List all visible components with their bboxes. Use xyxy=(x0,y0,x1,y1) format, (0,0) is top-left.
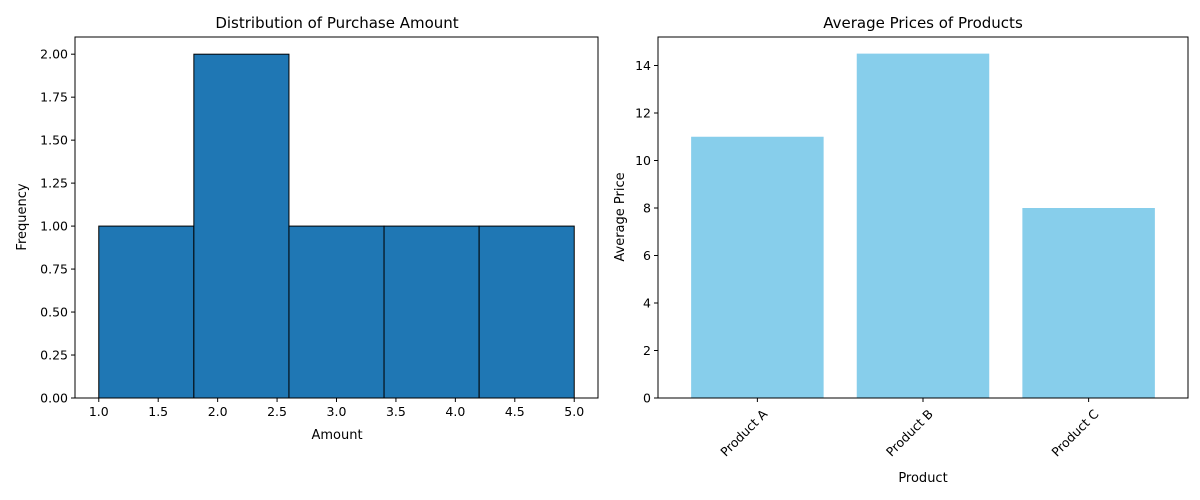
average-price-chart: Average Prices of Products Product A Prod… xyxy=(613,14,1189,486)
average-price-y-tick-label: 8 xyxy=(643,201,651,216)
histogram-y-tick-label: 1.75 xyxy=(40,90,68,105)
histogram-y-tick-label: 0.00 xyxy=(40,391,68,406)
histogram-y-tick-label: 0.75 xyxy=(40,262,68,277)
histogram-y-axis-label: Frequency xyxy=(15,183,30,250)
histogram-y-ticks: 0.00 0.25 0.50 0.75 1.00 1.25 1.50 1.75 2.00 xyxy=(40,47,75,406)
histogram-x-tick-label: 5.0 xyxy=(564,404,584,419)
histogram-title: Distribution of Purchase Amount xyxy=(215,14,458,32)
histogram-y-tick-label: 1.00 xyxy=(40,219,68,234)
average-price-y-tick-label: 4 xyxy=(643,296,651,311)
average-price-bar xyxy=(1022,208,1155,398)
histogram-y-tick-label: 2.00 xyxy=(40,47,68,62)
histogram-y-tick-label: 1.25 xyxy=(40,176,68,191)
histogram-bar xyxy=(383,225,480,399)
histogram-x-tick-label: 3.0 xyxy=(327,404,347,419)
average-price-x-axis-label: Product xyxy=(898,471,947,486)
average-price-y-tick-label: 2 xyxy=(643,343,651,358)
histogram-chart: Distribution of Purchase Amount 1.0 1.5 2.… xyxy=(15,14,599,443)
average-price-x-tick-label: Product A xyxy=(717,406,770,459)
average-price-bars xyxy=(691,53,1155,398)
histogram-y-tick-label: 1.50 xyxy=(40,133,68,148)
histogram-x-tick-label: 4.5 xyxy=(505,404,525,419)
average-price-title: Average Prices of Products xyxy=(823,14,1023,32)
histogram-x-ticks: 1.0 1.5 2.0 2.5 3.0 3.5 4.0 4.5 5.0 xyxy=(89,398,584,419)
histogram-y-tick-label: 0.50 xyxy=(40,305,68,320)
average-price-y-tick-label: 0 xyxy=(643,391,651,406)
histogram-bar xyxy=(98,225,195,399)
histogram-x-tick-label: 1.0 xyxy=(89,404,109,419)
histogram-y-tick-label: 0.25 xyxy=(40,348,68,363)
histogram-bar xyxy=(193,53,290,399)
average-price-y-tick-label: 6 xyxy=(643,248,651,263)
average-price-y-axis-label: Average Price xyxy=(613,172,628,261)
average-price-y-tick-label: 14 xyxy=(635,58,651,73)
histogram-bar xyxy=(478,225,575,399)
average-price-x-tick-label: Product B xyxy=(883,406,936,459)
histogram-x-tick-label: 3.5 xyxy=(386,404,406,419)
histogram-x-tick-label: 4.0 xyxy=(445,404,465,419)
average-price-y-tick-label: 12 xyxy=(635,106,651,121)
histogram-x-tick-label: 2.5 xyxy=(267,404,287,419)
average-price-y-tick-label: 10 xyxy=(635,153,651,168)
average-price-bar xyxy=(856,53,990,398)
average-price-x-tick-label: Product C xyxy=(1048,406,1101,459)
average-price-y-ticks: 0 2 4 6 8 10 12 14 xyxy=(635,58,658,406)
histogram-x-axis-label: Amount xyxy=(311,428,362,443)
histogram-bar xyxy=(288,225,385,399)
average-price-bar xyxy=(691,136,824,398)
histogram-x-tick-label: 1.5 xyxy=(148,404,168,419)
average-price-x-ticks: Product A Product B Product C xyxy=(717,398,1102,459)
histogram-x-tick-label: 2.0 xyxy=(208,404,228,419)
histogram-bars xyxy=(98,53,575,399)
